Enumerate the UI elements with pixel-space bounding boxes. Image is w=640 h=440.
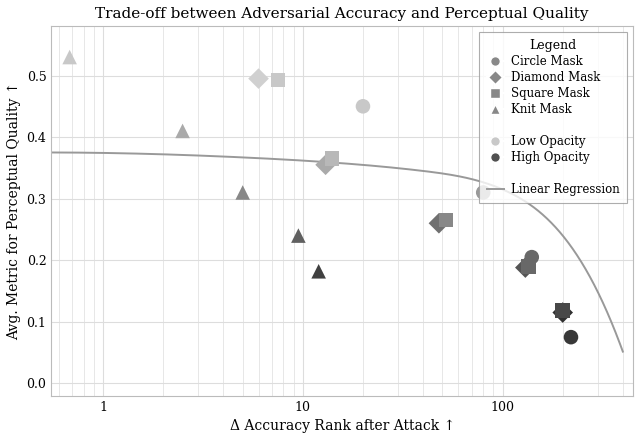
Point [527, 253, 537, 260]
X-axis label: Δ Accuracy Rank after Attack ↑: Δ Accuracy Rank after Attack ↑ [230, 419, 455, 433]
Point [314, 268, 324, 275]
Point [520, 264, 531, 271]
Point [237, 189, 248, 196]
Point [321, 161, 331, 169]
Point [65, 54, 75, 61]
Title: Trade-off between Adversarial Accuracy and Perceptual Quality: Trade-off between Adversarial Accuracy a… [95, 7, 589, 21]
Point [524, 263, 534, 270]
Legend: Circle Mask, Diamond Mask, Square Mask, Knit Mask, , Low Opacity, High Opacity, : Circle Mask, Diamond Mask, Square Mask, … [479, 32, 627, 203]
Point [566, 334, 576, 341]
Point [177, 128, 188, 135]
Point [273, 76, 283, 83]
Point [327, 155, 337, 162]
Point [434, 220, 444, 227]
Point [557, 309, 568, 316]
Point [293, 232, 303, 239]
Point [478, 189, 488, 196]
Point [557, 307, 568, 314]
Point [441, 216, 451, 224]
Point [253, 75, 264, 82]
Y-axis label: Avg. Metric for Perceptual Quality ↑: Avg. Metric for Perceptual Quality ↑ [7, 82, 21, 340]
Point [358, 103, 368, 110]
